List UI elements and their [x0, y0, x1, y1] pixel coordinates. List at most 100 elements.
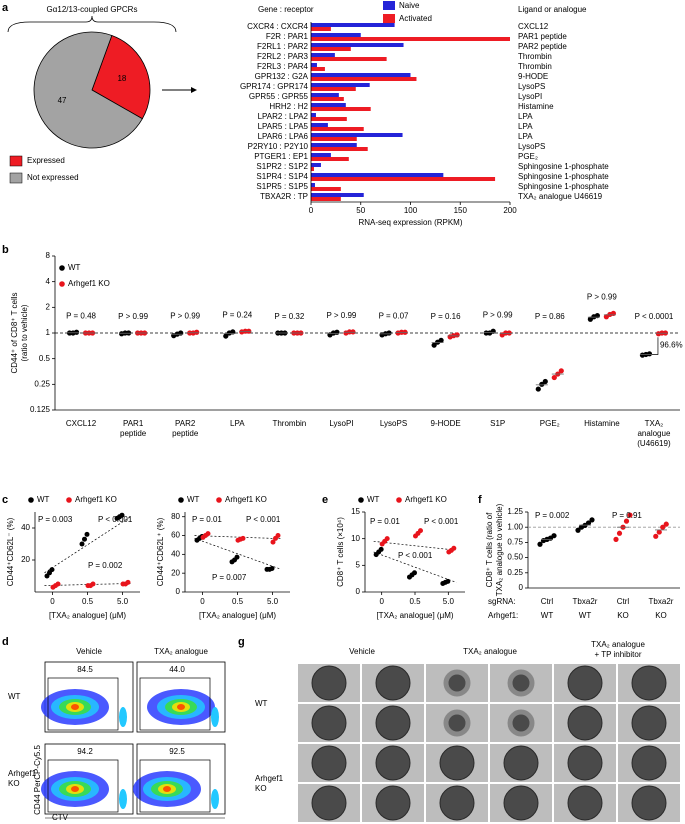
dot [589, 517, 595, 523]
dot [234, 554, 240, 560]
gate [139, 759, 211, 813]
organoid [567, 785, 603, 821]
x-axis-label: CTV [52, 813, 69, 822]
y-tick-label: PTGER1 : EP1 [254, 152, 308, 161]
legend-label: Arhgef1 KO [75, 495, 117, 504]
y-tick-label: LPAR6 : LPA6 [258, 132, 309, 141]
density [211, 789, 219, 809]
x-axis-label: [TXA₂ analogue] (μM) [376, 611, 453, 620]
y-tick-label: 20 [21, 555, 30, 564]
legend-marker [66, 497, 72, 503]
legend-swatch [383, 1, 395, 10]
y-axis-label: CD44 PerCP-Cy5.5 [33, 745, 42, 815]
x-tick-label: PAR1 [123, 419, 144, 428]
x-tick-label: 0 [379, 597, 384, 606]
y-tick-label: GPR174 : GPR174 [240, 82, 309, 91]
density [177, 704, 185, 710]
x-tick-label: peptide [172, 429, 199, 438]
bar [311, 167, 314, 171]
panel-letter: c [2, 494, 8, 506]
y-tick-label: LPAR5 : LPA5 [258, 122, 309, 131]
dot [384, 536, 390, 542]
bar [311, 173, 444, 177]
title-bracket [7, 15, 177, 33]
legend-label: Expressed [27, 156, 65, 165]
density [163, 786, 171, 792]
dot [613, 536, 619, 542]
y-tick-label: 0 [519, 583, 524, 592]
y-tick-label: 80 [171, 512, 180, 521]
p-value: P < 0.0001 [635, 312, 674, 321]
bar [311, 133, 403, 137]
bar [311, 93, 339, 97]
bar [311, 47, 351, 51]
p-value: P > 0.99 [118, 312, 148, 321]
dot [506, 330, 512, 336]
column-header: TXA₂ analogue [591, 640, 645, 649]
organoid [375, 745, 411, 781]
dot [269, 565, 275, 571]
legend-marker [178, 497, 184, 503]
y-tick-label: F2RL1 : PAR2 [257, 42, 309, 51]
y-tick-label: 0.75 [507, 538, 523, 547]
bar [311, 127, 364, 131]
bar [311, 67, 325, 71]
dot [653, 533, 659, 539]
dot [445, 578, 451, 584]
y-axis-label: TXA₂ analogue to vehicle) [495, 503, 504, 596]
y-tick-label: 0.25 [34, 379, 50, 388]
legend-label: WT [68, 263, 81, 272]
organoid [443, 709, 471, 737]
ligand-label: TXA₂ analogue U46619 [518, 192, 603, 201]
y-tick-label: 2 [46, 302, 51, 311]
row-label: sgRNA: [488, 597, 516, 606]
dot [585, 520, 592, 526]
bar [311, 187, 341, 191]
y-axis-label: CD8⁺ T cells (×10⁴) [336, 517, 345, 587]
bar [311, 177, 496, 181]
p-value: P < 0.001 [246, 515, 281, 524]
dot [82, 536, 87, 542]
bar [311, 103, 346, 107]
x-tick-label: 9-HODE [431, 419, 461, 428]
dot [537, 541, 543, 547]
p-value: P = 0.01 [370, 517, 400, 526]
y-axis-label: CD44⁺ of CD8⁺ T cells [10, 292, 19, 373]
legend-swatch [9, 172, 23, 184]
row-label: Arhgef1 [255, 774, 284, 783]
column-header: Vehicle [349, 647, 375, 656]
dot [575, 527, 581, 533]
x-tick-label: 5.0 [443, 597, 455, 606]
density [119, 707, 127, 727]
organoid [567, 745, 603, 781]
organoid [375, 665, 411, 701]
row-label: Arhgef1: [488, 611, 518, 620]
bar [311, 33, 361, 37]
x-tick-label: KO [655, 611, 667, 620]
x-tick-label: KO [617, 611, 629, 620]
organoid [311, 785, 347, 821]
dot [90, 581, 96, 587]
ligand-label: Sphingosine 1-phosphate [518, 162, 609, 171]
organoid [507, 709, 535, 737]
x-tick-label: WT [579, 611, 592, 620]
y-tick-label: 1 [46, 328, 51, 337]
dot [539, 381, 545, 387]
legend-label: WT [187, 495, 200, 504]
dot [73, 329, 80, 335]
y-tick-label: 20 [171, 568, 180, 577]
panel-letter: d [2, 636, 9, 648]
y-tick-label: TBXA2R : TP [260, 192, 308, 201]
bar [311, 77, 417, 81]
y-tick-label: 40 [171, 549, 180, 558]
p-value: P = 0.86 [535, 312, 565, 321]
bar [311, 83, 370, 87]
x-axis-label: RNA-seq expression (RPKM) [358, 218, 462, 227]
x-tick-label: Thrombin [272, 419, 306, 428]
dot [412, 570, 417, 576]
row-label: KO [8, 779, 20, 788]
organoid [311, 665, 347, 701]
panel-letter: a [2, 2, 9, 14]
x-tick-label: 0 [200, 597, 205, 606]
legend-marker [59, 265, 65, 271]
